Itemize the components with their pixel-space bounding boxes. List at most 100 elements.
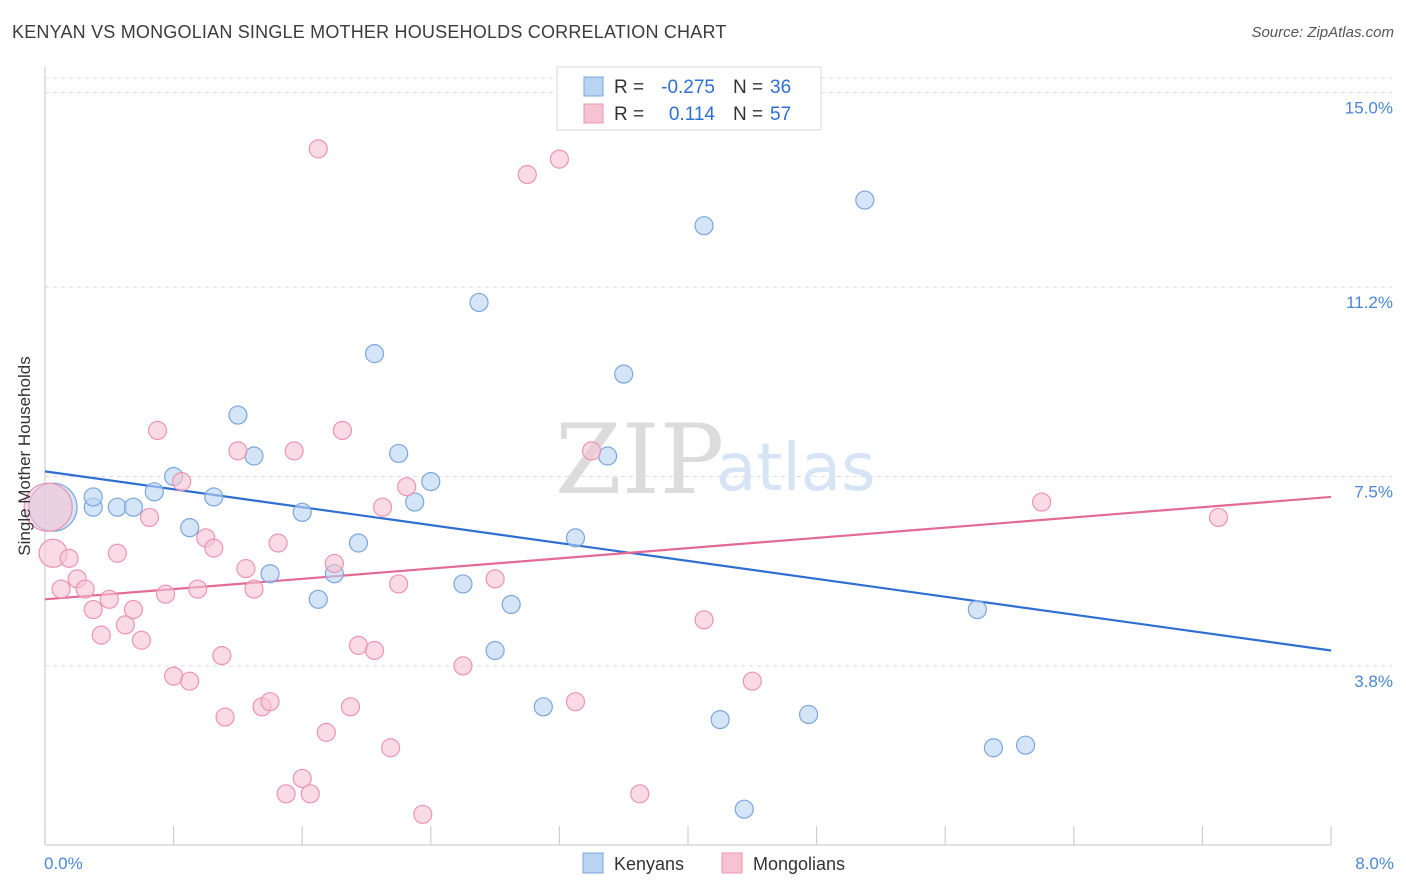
source-credit: Source: ZipAtlas.com xyxy=(1251,24,1394,41)
kenyan-point xyxy=(144,482,164,502)
kenyan-point xyxy=(364,344,385,364)
watermark-atlas: atlas xyxy=(716,429,876,506)
mongolian-point xyxy=(228,441,248,461)
kenyan-point xyxy=(228,405,248,425)
mongolian-point xyxy=(139,507,160,528)
x-tick-marks xyxy=(44,826,1332,845)
kenyan-point xyxy=(614,364,634,384)
chart-title: KENYAN VS MONGOLIAN SINGLE MOTHER HOUSEH… xyxy=(12,22,727,42)
mongolian-r-label: R = xyxy=(614,104,644,125)
kenyan-point xyxy=(244,446,264,466)
watermark-zip: ZIP xyxy=(555,404,724,516)
y-axis-label: Single Mother Households xyxy=(15,356,34,555)
kenyan-point xyxy=(348,533,369,553)
kenyan-point xyxy=(107,497,127,517)
kenyan-point xyxy=(533,697,553,717)
mongolian-point xyxy=(212,646,232,666)
kenyan-point xyxy=(565,528,586,548)
mongolian-n-label: N = xyxy=(733,104,763,125)
y-tick-labels: 3.8% 7.5% 11.2% 15.0% xyxy=(1345,99,1393,691)
mongolian-point xyxy=(99,589,119,609)
mongolian-point xyxy=(340,697,361,717)
mongolian-point xyxy=(742,671,762,691)
mongolian-point xyxy=(348,635,369,655)
mongolian-point xyxy=(372,497,393,517)
mongolian-point xyxy=(276,784,296,804)
y-tick-label: 11.2% xyxy=(1346,293,1393,312)
mongolian-point xyxy=(164,666,184,686)
mongolian-point xyxy=(236,559,256,579)
kenyan-point xyxy=(421,471,441,492)
mongolian-point xyxy=(694,610,714,630)
kenyan-point xyxy=(694,216,714,236)
legend-mongolians-label: Mongolians xyxy=(753,854,845,874)
mongolian-point xyxy=(381,738,401,758)
legend-mongolians-swatch xyxy=(721,852,743,874)
mongolian-point xyxy=(581,441,602,461)
kenyan-point xyxy=(308,589,328,609)
kenyan-point xyxy=(855,190,875,210)
kenyan-r-value: -0.275 xyxy=(661,77,715,98)
kenyan-point xyxy=(469,292,489,313)
kenyan-point xyxy=(1015,735,1036,755)
mongolian-point xyxy=(1208,507,1229,528)
kenyan-n-label: N = xyxy=(733,77,763,98)
mongolian-point xyxy=(75,579,95,599)
mongolian-point xyxy=(180,671,200,691)
y-tick-label: 15.0% xyxy=(1345,99,1393,118)
mongolian-r-value: 0.114 xyxy=(669,104,716,125)
mongolian-point xyxy=(268,533,288,553)
kenyan-point xyxy=(123,497,144,517)
mongolian-point xyxy=(517,164,537,185)
mongolian-point xyxy=(204,538,224,558)
kenyan-point xyxy=(83,487,103,507)
kenyan-point xyxy=(292,502,312,522)
kenyan-point xyxy=(967,599,987,620)
mongolian-point xyxy=(332,420,352,441)
kenyan-point xyxy=(983,738,1004,758)
x-tick-label-max: 8.0% xyxy=(1355,854,1394,873)
mongolian-point xyxy=(23,482,73,532)
kenyan-point xyxy=(180,518,200,538)
mongolian-point xyxy=(364,640,385,661)
series-legend: Kenyans Mongolians xyxy=(582,852,845,874)
data-points xyxy=(23,139,1229,824)
mongolian-point xyxy=(260,692,280,712)
kenyan-r-label: R = xyxy=(614,77,644,98)
legend-kenyans-swatch xyxy=(582,852,604,874)
kenyan-point xyxy=(598,446,618,466)
mongolian-point xyxy=(316,722,336,742)
kenyan-point xyxy=(260,564,280,584)
mongolian-point xyxy=(123,599,144,620)
legend-kenyans-label: Kenyans xyxy=(614,854,684,874)
kenyan-point xyxy=(710,709,730,730)
mongolian-point xyxy=(485,569,505,589)
kenyan-point xyxy=(204,487,224,507)
mongolian-point xyxy=(147,420,168,441)
mongolian-point xyxy=(172,471,192,492)
kenyan-point xyxy=(405,492,425,512)
mongolian-point xyxy=(107,543,127,563)
kenyan-swatch xyxy=(583,76,604,97)
stats-legend: R = -0.275 N = 36 R = 0.114 N = 57 xyxy=(556,66,822,131)
mongolian-point xyxy=(308,139,328,159)
kenyan-point xyxy=(501,594,521,615)
mongolian-point xyxy=(284,441,304,461)
mongolian-point xyxy=(324,553,344,574)
x-tick-label-min: 0.0% xyxy=(44,854,83,873)
mongolian-point xyxy=(630,784,650,804)
kenyan-point xyxy=(389,443,409,464)
kenyan-point xyxy=(485,640,505,661)
mongolian-n-value: 57 xyxy=(770,104,791,125)
mongolian-point xyxy=(549,149,570,169)
kenyan-n-value: 36 xyxy=(770,77,791,98)
y-tick-label: 7.5% xyxy=(1354,482,1393,501)
mongolian-point xyxy=(292,768,312,789)
mongolian-point xyxy=(397,477,417,497)
mongolian-point xyxy=(188,579,208,599)
kenyan-point xyxy=(734,799,754,819)
mongolian-point xyxy=(413,804,433,824)
kenyan-trend-line xyxy=(44,470,1332,652)
mongolian-point xyxy=(389,574,409,594)
